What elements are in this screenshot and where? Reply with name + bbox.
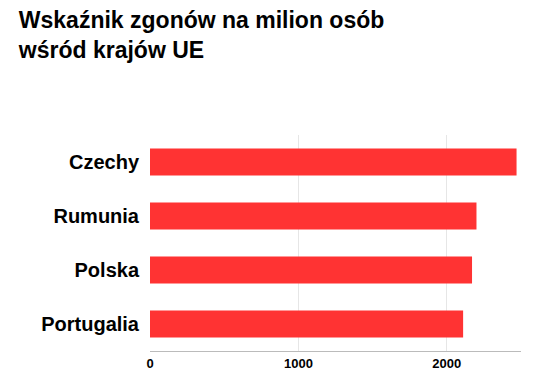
svg-text:2000: 2000 (432, 356, 461, 371)
svg-text:Rumunia: Rumunia (53, 205, 139, 227)
svg-text:Czechy: Czechy (69, 151, 140, 173)
svg-text:Wskaźnik zgonów na milion osób: Wskaźnik zgonów na milion osóbwśród kraj… (18, 7, 384, 63)
svg-text:0: 0 (146, 356, 153, 371)
svg-text:Polska: Polska (75, 259, 140, 281)
svg-text:Portugalia: Portugalia (41, 313, 140, 335)
svg-text:1000: 1000 (284, 356, 313, 371)
